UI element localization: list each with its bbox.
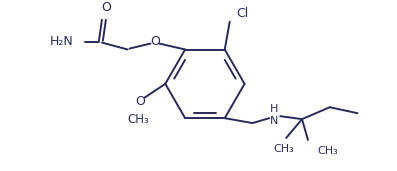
Text: O: O bbox=[150, 35, 160, 48]
Text: CH₃: CH₃ bbox=[128, 113, 149, 126]
Text: Cl: Cl bbox=[237, 7, 249, 20]
Text: O: O bbox=[101, 1, 111, 14]
Text: O: O bbox=[136, 95, 145, 108]
Text: CH₃: CH₃ bbox=[318, 146, 339, 156]
Text: H
N: H N bbox=[270, 104, 278, 126]
Text: H₂N: H₂N bbox=[50, 35, 73, 48]
Text: CH₃: CH₃ bbox=[274, 144, 295, 154]
